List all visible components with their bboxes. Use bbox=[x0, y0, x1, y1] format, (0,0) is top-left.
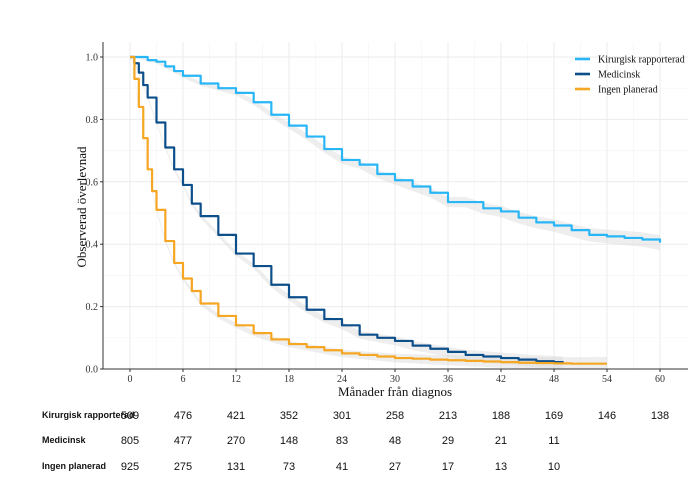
risk-value: 477 bbox=[174, 435, 192, 447]
y-tick-label: 0.4 bbox=[86, 240, 99, 251]
x-tick-label: 60 bbox=[655, 374, 665, 385]
risk-value: 27 bbox=[389, 461, 401, 473]
x-tick-label: 30 bbox=[390, 374, 400, 385]
risk-value: 301 bbox=[333, 410, 351, 422]
y-axis-title: Observerad överlevnad bbox=[74, 146, 89, 267]
y-tick-label: 1.0 bbox=[86, 53, 99, 64]
x-tick-label: 36 bbox=[443, 374, 453, 385]
legend-label-kirurgisk-rapporterad: Kirurgisk rapporterad bbox=[598, 55, 685, 66]
risk-value: 270 bbox=[227, 435, 245, 447]
x-tick-label: 48 bbox=[549, 374, 559, 385]
risk-value: 213 bbox=[439, 410, 457, 422]
risk-value: 148 bbox=[280, 435, 298, 447]
risk-value: 48 bbox=[389, 435, 401, 447]
risk-value: 10 bbox=[548, 461, 560, 473]
risk-value: 29 bbox=[442, 435, 454, 447]
risk-value: 13 bbox=[495, 461, 507, 473]
risk-value: 11 bbox=[548, 435, 559, 447]
x-tick-label: 24 bbox=[337, 374, 347, 385]
risk-value: 138 bbox=[651, 410, 669, 422]
risk-value: 925 bbox=[121, 461, 139, 473]
x-tick-label: 18 bbox=[284, 374, 294, 385]
risk-value: 258 bbox=[386, 410, 404, 422]
x-tick-label: 42 bbox=[496, 374, 506, 385]
risk-value: 131 bbox=[227, 461, 245, 473]
risk-value: 421 bbox=[227, 410, 245, 422]
y-tick-label: 0.8 bbox=[86, 115, 99, 126]
axes: 0 6 12 18 24 30 36 42 48 54 60 0.0 0.2 0.4 0.6 0.8 1.0 bbox=[86, 42, 688, 385]
x-axis-title: Månader från diagnos bbox=[338, 384, 452, 399]
x-tick-label: 12 bbox=[231, 374, 241, 385]
risk-value: 41 bbox=[336, 461, 348, 473]
risk-value: 83 bbox=[336, 435, 348, 447]
risk-value: 352 bbox=[280, 410, 298, 422]
legend-label-medicinsk: Medicinsk bbox=[598, 70, 640, 81]
risk-value: 146 bbox=[598, 410, 616, 422]
risk-value: 509 bbox=[121, 410, 139, 422]
risk-value: 17 bbox=[442, 461, 454, 473]
survival-line-ingen-planerad bbox=[130, 55, 607, 365]
risk-row-label: Ingen planerad bbox=[42, 461, 106, 471]
x-tick-label: 54 bbox=[602, 374, 612, 385]
y-tick-label: 0.6 bbox=[86, 177, 99, 188]
risk-row-label: Kirurgisk rapporterad bbox=[42, 410, 135, 420]
risk-value: 73 bbox=[283, 461, 295, 473]
risk-value: 275 bbox=[174, 461, 192, 473]
survival-line-kirurgisk-rapporterad bbox=[130, 55, 662, 243]
survival-lines bbox=[130, 55, 662, 365]
risk-row-label: Medicinsk bbox=[42, 435, 87, 445]
risk-value: 169 bbox=[545, 410, 563, 422]
x-tick-label: 0 bbox=[128, 374, 133, 385]
y-tick-label: 0.2 bbox=[86, 302, 99, 313]
x-tick-label: 6 bbox=[181, 374, 186, 385]
risk-value: 188 bbox=[492, 410, 510, 422]
survival-line-medicinsk bbox=[130, 55, 564, 364]
risk-value: 805 bbox=[121, 435, 139, 447]
legend-label-ingen-planerad: Ingen planerad bbox=[598, 85, 658, 96]
y-tick-label: 0.0 bbox=[86, 365, 99, 376]
risk-value: 476 bbox=[174, 410, 192, 422]
risk-value: 21 bbox=[495, 435, 507, 447]
legend: Kirurgisk rapporterad Medicinsk Ingen plan… bbox=[575, 55, 685, 96]
